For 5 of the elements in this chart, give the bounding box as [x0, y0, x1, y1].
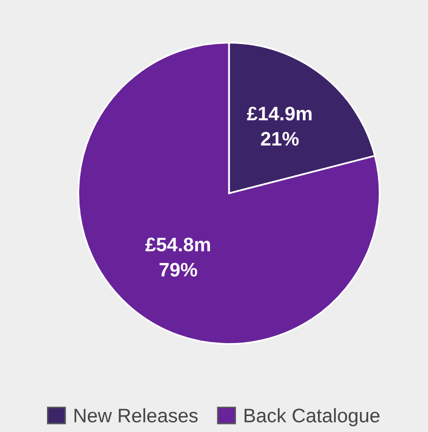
legend-label: New Releases [74, 408, 198, 422]
data-label: £54.8m 79% [145, 238, 210, 277]
legend-label: Back Catalogue [244, 408, 380, 426]
pie-slice [77, 42, 380, 345]
data-label: £14.9m 21% [246, 106, 312, 146]
